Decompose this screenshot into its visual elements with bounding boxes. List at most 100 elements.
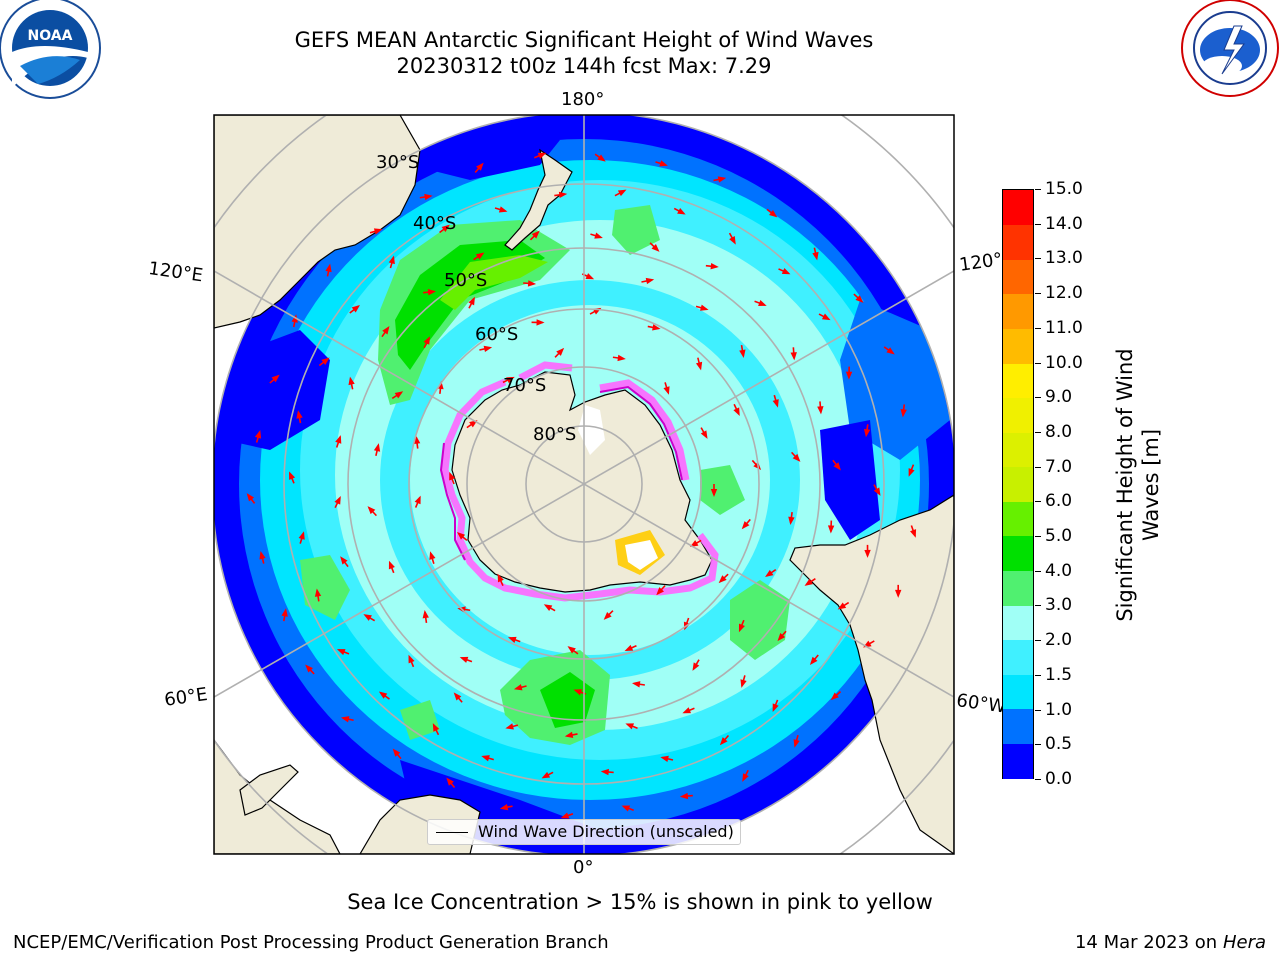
lat-label-60s: 60°S: [475, 324, 519, 345]
wind-arrow-head: [289, 471, 296, 480]
wind-arrow-head: [363, 614, 372, 621]
wind-arrow-head: [631, 681, 641, 688]
map-legend: Wind Wave Direction (unscaled): [427, 819, 741, 845]
colorbar-tick-label: 4.0: [1034, 560, 1073, 581]
footer-host: Hera: [1222, 932, 1266, 953]
wind-arrow-head: [497, 573, 504, 583]
footer-date: 14 Mar 2023 on Hera: [1075, 932, 1266, 953]
legend-line-swatch: [436, 832, 468, 833]
wind-arrow-head: [429, 551, 436, 560]
wind-arrow-head: [790, 352, 797, 361]
colorbar-tick-label: 14.0: [1035, 213, 1083, 234]
wind-arrow-head: [382, 326, 390, 335]
wind-arrow-head: [594, 232, 603, 239]
wind-arrow-head: [558, 191, 568, 199]
wind-arrow-head: [758, 300, 767, 306]
wind-arrow-head: [427, 288, 437, 296]
wind-arrow-head: [499, 804, 509, 811]
wind-arrow-head: [564, 731, 574, 739]
wind-arrow-head: [837, 602, 847, 610]
lat-label-80s: 80°S: [533, 424, 577, 445]
wind-arrow-head: [740, 679, 747, 688]
wind-arrow-head: [314, 588, 322, 597]
wind-arrow-head: [541, 771, 551, 779]
wind-arrow-head: [600, 768, 609, 776]
wind-arrow-head: [710, 263, 719, 270]
wind-arrow-head: [625, 723, 635, 730]
wind-arrow-head: [689, 540, 699, 547]
wind-arrow-head: [793, 739, 800, 748]
wind-arrow-head: [781, 268, 791, 275]
wind-arrow-head: [677, 207, 686, 215]
wind-arrow-head: [505, 723, 514, 730]
wind-arrow-head: [296, 410, 303, 419]
colorbar-tick-label: 1.5: [1034, 664, 1073, 685]
wind-arrow-head: [506, 376, 515, 384]
wind-arrow-head: [340, 716, 350, 723]
colorbar-tick-label: 0.5: [1034, 734, 1073, 755]
wind-arrow-head: [573, 689, 583, 696]
wind-arrow-head: [446, 777, 454, 786]
wind-arrow-head: [340, 556, 348, 565]
footer-credit: NCEP/EMC/Verification Post Processing Pr…: [13, 932, 609, 953]
colorbar-bin: [1003, 535, 1033, 572]
wind-arrow-head: [700, 304, 709, 311]
colorbar-label-line2: Waves [m]: [1139, 428, 1163, 542]
wind-arrow-head: [513, 684, 523, 691]
colorbar-bin: [1003, 190, 1033, 226]
wind-arrow-head: [394, 391, 404, 399]
wind-arrow-head: [821, 313, 831, 321]
colorbar-bin: [1003, 708, 1033, 744]
wind-arrow-head: [729, 236, 736, 245]
wind-arrow-head: [652, 324, 661, 331]
wind-arrow-head: [908, 468, 915, 477]
wind-arrow-head: [459, 656, 469, 663]
wind-arrow-head: [498, 206, 508, 213]
footer-date-text: 14 Mar 2023 on: [1074, 932, 1218, 953]
wind-arrow-head: [298, 531, 305, 540]
ocean-field: [214, 115, 954, 854]
lat-label-30s: 30°S: [376, 152, 420, 173]
wind-arrow-head: [281, 608, 288, 617]
colorbar-bin: [1003, 362, 1033, 399]
wind-arrow-head: [753, 461, 762, 471]
wind-arrow-head: [864, 549, 871, 558]
colorbar-bin: [1003, 259, 1033, 295]
wind-arrow-head: [855, 295, 864, 303]
wind-arrow-head: [388, 255, 395, 265]
wind-arrow-head: [481, 755, 490, 762]
wind-arrow-head: [656, 587, 665, 596]
wind-arrow-head: [507, 636, 517, 643]
colorbar-label-line1: Significant Height of Wind: [1113, 348, 1137, 622]
lat-label-40s: 40°S: [413, 213, 457, 234]
wind-arrow-head: [845, 371, 853, 380]
colorbar-bin: [1003, 674, 1033, 710]
chart-subtitle: 20230312 t00z 144h fcst Max: 7.29: [396, 54, 772, 78]
wind-arrow-head: [772, 399, 779, 408]
wind-arrow-head: [809, 656, 818, 665]
legend-label: Wind Wave Direction (unscaled): [478, 822, 734, 841]
wind-arrow-head: [663, 386, 670, 395]
wind-arrow-head: [335, 435, 342, 444]
wind-arrow-head: [336, 649, 346, 656]
colorbar-tick-label: 6.0: [1034, 491, 1073, 512]
wind-arrow-head: [351, 304, 360, 313]
colorbar-bin: [1003, 605, 1033, 641]
wind-arrow-head: [738, 623, 745, 633]
map-panel: [214, 115, 954, 854]
wind-arrow-head: [624, 644, 634, 652]
colorbar-bin: [1003, 293, 1033, 329]
colorbar-tick-label: 0.0: [1034, 769, 1073, 789]
wind-arrow-head: [719, 737, 728, 746]
colorbar-tick-label: 10.0: [1035, 352, 1083, 373]
colorbar-tick-label: 15.0: [1035, 179, 1083, 199]
wind-arrow-head: [334, 496, 341, 505]
colorbar-tick-label: 11.0: [1035, 317, 1083, 338]
wind-arrow-head: [769, 209, 778, 218]
graticule: [214, 115, 954, 854]
colorbar-tick-label: 13.0: [1035, 248, 1083, 269]
wind-arrow-head: [804, 578, 813, 586]
wind-arrow-head: [537, 152, 547, 159]
wind-arrow-head: [422, 609, 429, 619]
